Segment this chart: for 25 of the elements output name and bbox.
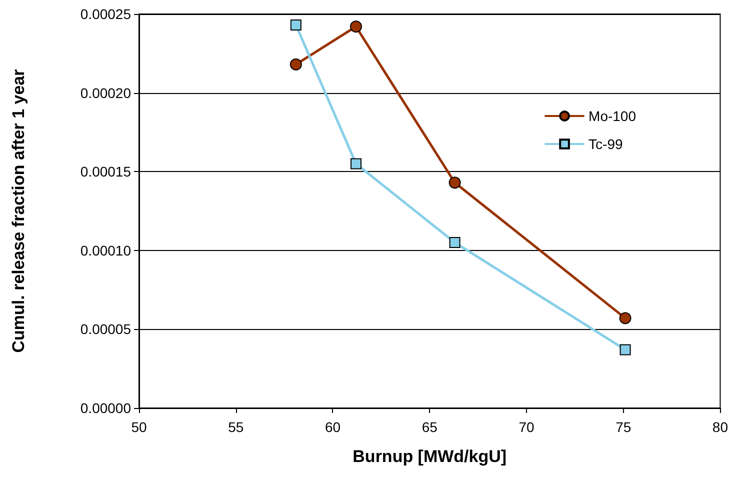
y-tick-label: 0.00020 [80,84,132,101]
legend-label: Tc-99 [588,136,623,152]
point [350,20,362,33]
point [619,312,632,324]
x-tick-label: 70 [518,419,534,435]
point [350,158,362,170]
x-tick-label: 50 [131,419,147,435]
y-tick-label: 0.00025 [80,6,132,22]
x-tick-label: 60 [324,419,341,435]
point [449,237,460,248]
x-tick-label: 65 [422,419,438,435]
y-tick-label: 0.00005 [80,321,132,338]
x-tick-label: 55 [228,419,244,435]
point [448,176,461,189]
y-tick-label: 0.00010 [80,242,132,258]
x-tick-label: 75 [616,419,632,435]
point [290,20,302,31]
y-tick-label: 0.00015 [80,164,132,180]
legend-label: Mo-100 [588,108,636,124]
y-axis-title: Cumul. release fraction after 1 year [9,68,28,353]
x-axis-title: Burnup [MWd/kgU] [352,447,507,466]
x-tick-label: 80 [712,419,728,435]
point [290,58,302,70]
y-tick-label: 0.00000 [80,400,132,416]
point [620,344,631,356]
